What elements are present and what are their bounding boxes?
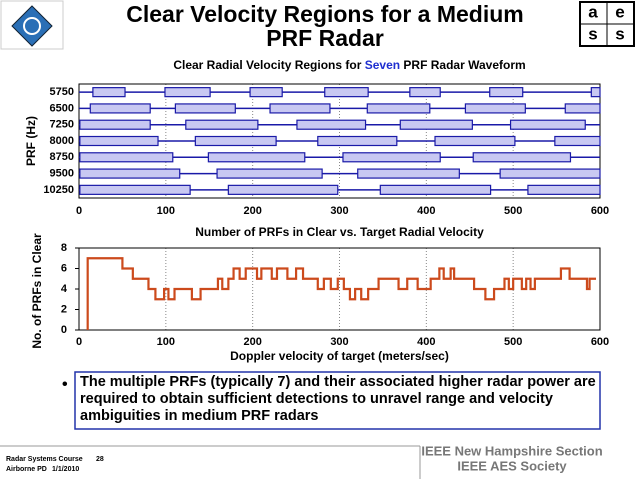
x-tick-label: 300 bbox=[330, 205, 348, 217]
clear-region-bar bbox=[296, 119, 367, 130]
y-tick-label: 5750 bbox=[50, 86, 74, 98]
title-part: Seven bbox=[365, 58, 400, 72]
ieee-logo bbox=[0, 0, 64, 50]
clear-region-bar bbox=[357, 168, 460, 179]
x-tick-label: 0 bbox=[76, 205, 82, 217]
clear-region-bar bbox=[207, 152, 306, 163]
clear-region-bar bbox=[216, 168, 323, 179]
footer-topic: Airborne PD bbox=[6, 466, 47, 473]
y-tick-label: 9500 bbox=[50, 167, 74, 179]
clear-region-bar bbox=[269, 103, 331, 114]
clear-region-bar bbox=[472, 152, 572, 163]
clear-region-bar bbox=[79, 152, 174, 163]
bullet-marker: • bbox=[62, 376, 68, 393]
clear-region-bar bbox=[554, 135, 601, 147]
footer-course: Radar Systems Course bbox=[6, 456, 83, 463]
y-axis-label: No. of PRFs in Clear bbox=[30, 233, 44, 349]
logo-letter: s bbox=[588, 24, 597, 43]
x-tick-label: 500 bbox=[504, 205, 522, 217]
step-line bbox=[86, 257, 596, 330]
logo-diamond bbox=[11, 5, 53, 47]
x-tick-label: 100 bbox=[157, 336, 175, 348]
bullet-box bbox=[74, 371, 601, 430]
chart-title: Clear Radial Velocity Regions for Seven … bbox=[173, 58, 525, 72]
clear-region-bar bbox=[194, 135, 277, 147]
footer-page: 28 bbox=[96, 456, 104, 463]
y-tick-label: 6 bbox=[61, 262, 67, 274]
clear-region-bar bbox=[89, 103, 151, 114]
x-tick-label: 500 bbox=[504, 336, 522, 348]
logo-letter: s bbox=[615, 24, 624, 43]
y-tick-label: 8750 bbox=[50, 151, 74, 163]
chart-title: Number of PRFs in Clear vs. Target Radia… bbox=[195, 225, 484, 239]
y-tick-label: 7250 bbox=[50, 119, 74, 131]
y-tick-label: 4 bbox=[61, 283, 68, 295]
clear-region-bar bbox=[317, 135, 398, 147]
clear-region-bar bbox=[79, 168, 181, 179]
slide-title: Clear Velocity Regions for a Medium bbox=[126, 1, 524, 27]
clear-region-bar bbox=[164, 87, 211, 98]
y-axis-label: PRF (Hz) bbox=[24, 116, 38, 166]
logo-letter: a bbox=[588, 2, 598, 21]
y-tick-label: 6500 bbox=[50, 102, 74, 114]
footer-org: IEEE AES Society bbox=[457, 458, 567, 473]
x-tick-label: 300 bbox=[330, 336, 348, 348]
title-part: Clear Radial Velocity Regions for bbox=[173, 58, 364, 72]
bullet-text: The multiple PRFs (typically 7) and thei… bbox=[80, 374, 596, 424]
y-tick-label: 8 bbox=[61, 242, 67, 254]
x-tick-label: 200 bbox=[243, 336, 261, 348]
x-tick-label: 600 bbox=[591, 205, 609, 217]
clear-region-bar bbox=[249, 87, 283, 98]
logo-letter: e bbox=[615, 2, 624, 21]
clear-region-bar bbox=[564, 103, 601, 114]
x-tick-label: 0 bbox=[76, 336, 82, 348]
clear-region-bar bbox=[79, 184, 191, 195]
clear-region-bar bbox=[366, 103, 431, 114]
y-tick-label: 2 bbox=[61, 303, 67, 315]
x-tick-label: 200 bbox=[243, 205, 261, 217]
clear-region-bar bbox=[342, 152, 441, 163]
clear-region-bar bbox=[324, 87, 369, 98]
footer-date: 1/1/2010 bbox=[52, 466, 79, 473]
x-tick-label: 400 bbox=[417, 336, 435, 348]
x-axis-label: Doppler velocity of target (meters/sec) bbox=[230, 349, 449, 363]
clear-region-bar bbox=[227, 184, 339, 195]
bullet-text-box: The multiple PRFs (typically 7) and thei… bbox=[80, 374, 596, 424]
title-part: PRF Radar Waveform bbox=[400, 58, 526, 72]
clear-region-bar bbox=[399, 119, 473, 130]
clear-region-bar bbox=[499, 168, 601, 179]
aes-logo: a e s s bbox=[579, 1, 635, 47]
y-tick-label: 8000 bbox=[50, 135, 74, 147]
y-tick-label: 10250 bbox=[43, 184, 74, 196]
logo-ring bbox=[23, 17, 41, 35]
clear-region-bar bbox=[464, 103, 526, 114]
clear-region-bar bbox=[509, 119, 586, 130]
clear-region-bar bbox=[527, 184, 601, 195]
clear-region-bar bbox=[92, 87, 126, 98]
clear-region-bar bbox=[79, 119, 151, 130]
footer-org: IEEE New Hampshire Section bbox=[421, 443, 602, 458]
clear-region-bar bbox=[185, 119, 259, 130]
y-tick-label: 0 bbox=[61, 324, 67, 336]
clear-region-bar bbox=[174, 103, 236, 114]
clear-region-bar bbox=[434, 135, 516, 147]
x-tick-label: 600 bbox=[591, 336, 609, 348]
clear-region-bar bbox=[590, 87, 601, 98]
x-tick-label: 400 bbox=[417, 205, 435, 217]
clear-region-bar bbox=[409, 87, 441, 98]
clear-region-bar bbox=[489, 87, 524, 98]
x-tick-label: 100 bbox=[157, 205, 175, 217]
clear-region-bar bbox=[79, 135, 159, 147]
clear-region-bar bbox=[379, 184, 492, 195]
slide-title: PRF Radar bbox=[266, 25, 384, 51]
